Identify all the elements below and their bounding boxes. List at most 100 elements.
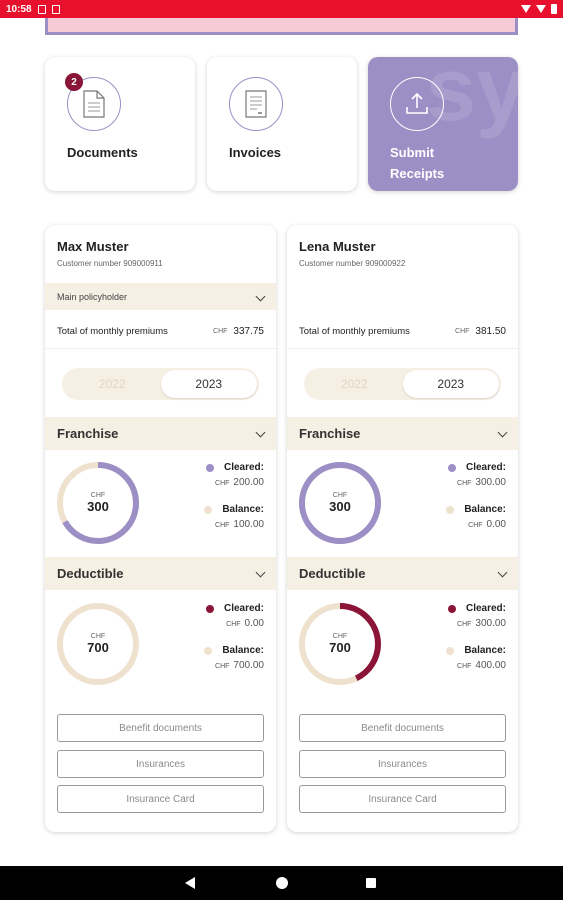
chevron-down-icon — [255, 427, 266, 438]
balance-amount: 0.00 — [486, 519, 506, 530]
balance-label: Balance: — [222, 504, 264, 515]
insurances-button[interactable]: Insurances — [57, 750, 264, 778]
deductible-cleared-legend: Cleared: CHF 300.00 — [447, 603, 506, 629]
balance-amount: 700.00 — [233, 660, 264, 671]
customer-name: Lena Muster — [299, 239, 376, 254]
customer-card-max: Max Muster Customer number 909000911 Mai… — [45, 225, 276, 832]
invoices-label: Invoices — [229, 145, 282, 160]
legend-dot-cleared — [447, 463, 456, 472]
status-bar: 10:58 — [0, 0, 563, 18]
cleared-amount: 200.00 — [233, 477, 264, 488]
legend-dot-cleared — [205, 463, 214, 472]
documents-count-badge: 2 — [65, 73, 83, 91]
legend-dot-balance — [204, 646, 213, 655]
franchise-donut: CHF 300 — [297, 460, 383, 546]
benefit-documents-button[interactable]: Benefit documents — [299, 714, 506, 742]
benefit-documents-button[interactable]: Benefit documents — [57, 714, 264, 742]
chevron-down-icon — [255, 291, 266, 302]
cleared-label: Cleared: — [465, 603, 506, 614]
chevron-down-icon — [255, 567, 266, 578]
premium-label: Total of monthly premiums — [299, 326, 410, 337]
cleared-label: Cleared: — [465, 462, 506, 473]
customer-card-lena: Lena Muster Customer number 909000922 To… — [287, 225, 518, 832]
cleared-label: Cleared: — [223, 603, 264, 614]
notification-icon — [37, 4, 46, 14]
monthly-premium-row: Total of monthly premiums CHF 337.75 — [45, 315, 276, 349]
balance-currency: CHF — [457, 663, 472, 670]
premium-amount: 381.50 — [475, 326, 506, 337]
invoice-icon — [229, 77, 283, 131]
donut-cleared-arc — [57, 462, 139, 544]
back-icon[interactable] — [185, 877, 195, 889]
donut-currency: CHF — [90, 633, 106, 640]
cleared-currency: CHF — [226, 621, 241, 628]
home-icon[interactable] — [276, 877, 288, 889]
chevron-down-icon — [497, 567, 508, 578]
invoices-tile[interactable]: Invoices — [207, 57, 357, 191]
balance-amount: 400.00 — [475, 660, 506, 671]
cleared-currency: CHF — [457, 480, 472, 487]
balance-label: Balance: — [222, 645, 264, 656]
insurance-card-button[interactable]: Insurance Card — [57, 785, 264, 813]
franchise-section-header[interactable]: Franchise — [287, 417, 518, 450]
document-icon — [67, 77, 121, 131]
franchise-title: Franchise — [57, 426, 119, 441]
premium-label: Total of monthly premiums — [57, 326, 168, 337]
legend-dot-cleared — [205, 604, 214, 613]
franchise-cleared-legend: Cleared: CHF 300.00 — [447, 462, 506, 488]
deductible-section-header[interactable]: Deductible — [45, 557, 276, 590]
insurances-button[interactable]: Insurances — [299, 750, 506, 778]
cleared-amount: 300.00 — [475, 618, 506, 629]
submit-receipts-tile[interactable]: sy Submit Receipts — [368, 57, 518, 191]
year-2022-option[interactable]: 2022 — [98, 377, 126, 391]
legend-dot-balance — [446, 646, 455, 655]
donut-cleared-arc — [299, 603, 381, 685]
deductible-cleared-legend: Cleared: CHF 0.00 — [205, 603, 264, 629]
donut-currency: CHF — [90, 492, 106, 499]
top-banner[interactable] — [45, 18, 518, 35]
franchise-balance-legend: Balance: CHF 100.00 — [204, 504, 264, 530]
deductible-donut: CHF 700 — [297, 601, 383, 687]
cleared-currency: CHF — [215, 480, 230, 487]
battery-icon — [551, 4, 557, 14]
insurance-card-button[interactable]: Insurance Card — [299, 785, 506, 813]
system-navigation-bar — [0, 866, 563, 900]
donut-total: 300 — [87, 499, 109, 514]
policy-role-dropdown[interactable]: Main policyholder — [45, 283, 276, 310]
signal-icon — [536, 5, 546, 13]
donut-track — [57, 603, 139, 685]
donut-total: 300 — [329, 499, 351, 514]
balance-label: Balance: — [464, 645, 506, 656]
policy-role-label: Main policyholder — [57, 291, 128, 302]
cleared-amount: 300.00 — [475, 477, 506, 488]
year-toggle: 2022 2023 — [62, 368, 259, 400]
submit-receipts-label: Submit Receipts — [390, 145, 445, 181]
balance-currency: CHF — [215, 663, 230, 670]
legend-dot-balance — [204, 505, 213, 514]
balance-label: Balance: — [464, 504, 506, 515]
premium-currency: CHF — [213, 328, 228, 335]
franchise-section-header[interactable]: Franchise — [45, 417, 276, 450]
franchise-cleared-legend: Cleared: CHF 200.00 — [205, 462, 264, 488]
balance-amount: 100.00 — [233, 519, 264, 530]
donut-cleared-arc — [299, 462, 381, 544]
year-2022-option[interactable]: 2022 — [340, 377, 368, 391]
customer-name: Max Muster — [57, 239, 129, 254]
deductible-title: Deductible — [57, 566, 124, 581]
donut-currency: CHF — [332, 633, 348, 640]
premium-amount: 337.75 — [233, 326, 264, 337]
chevron-down-icon — [497, 427, 508, 438]
legend-dot-cleared — [447, 604, 456, 613]
deductible-balance-legend: Balance: CHF 700.00 — [204, 645, 264, 671]
documents-tile[interactable]: 2 Documents — [45, 57, 195, 191]
year-2023-option[interactable]: 2023 — [160, 370, 257, 398]
deductible-balance-legend: Balance: CHF 400.00 — [446, 645, 506, 671]
deductible-donut: CHF 700 — [55, 601, 141, 687]
deductible-section-header[interactable]: Deductible — [287, 557, 518, 590]
donut-currency: CHF — [332, 492, 348, 499]
year-2023-option[interactable]: 2023 — [402, 370, 499, 398]
cleared-amount: 0.00 — [244, 618, 264, 629]
premium-currency: CHF — [455, 328, 470, 335]
recent-apps-icon[interactable] — [366, 878, 376, 888]
cleared-label: Cleared: — [223, 462, 264, 473]
